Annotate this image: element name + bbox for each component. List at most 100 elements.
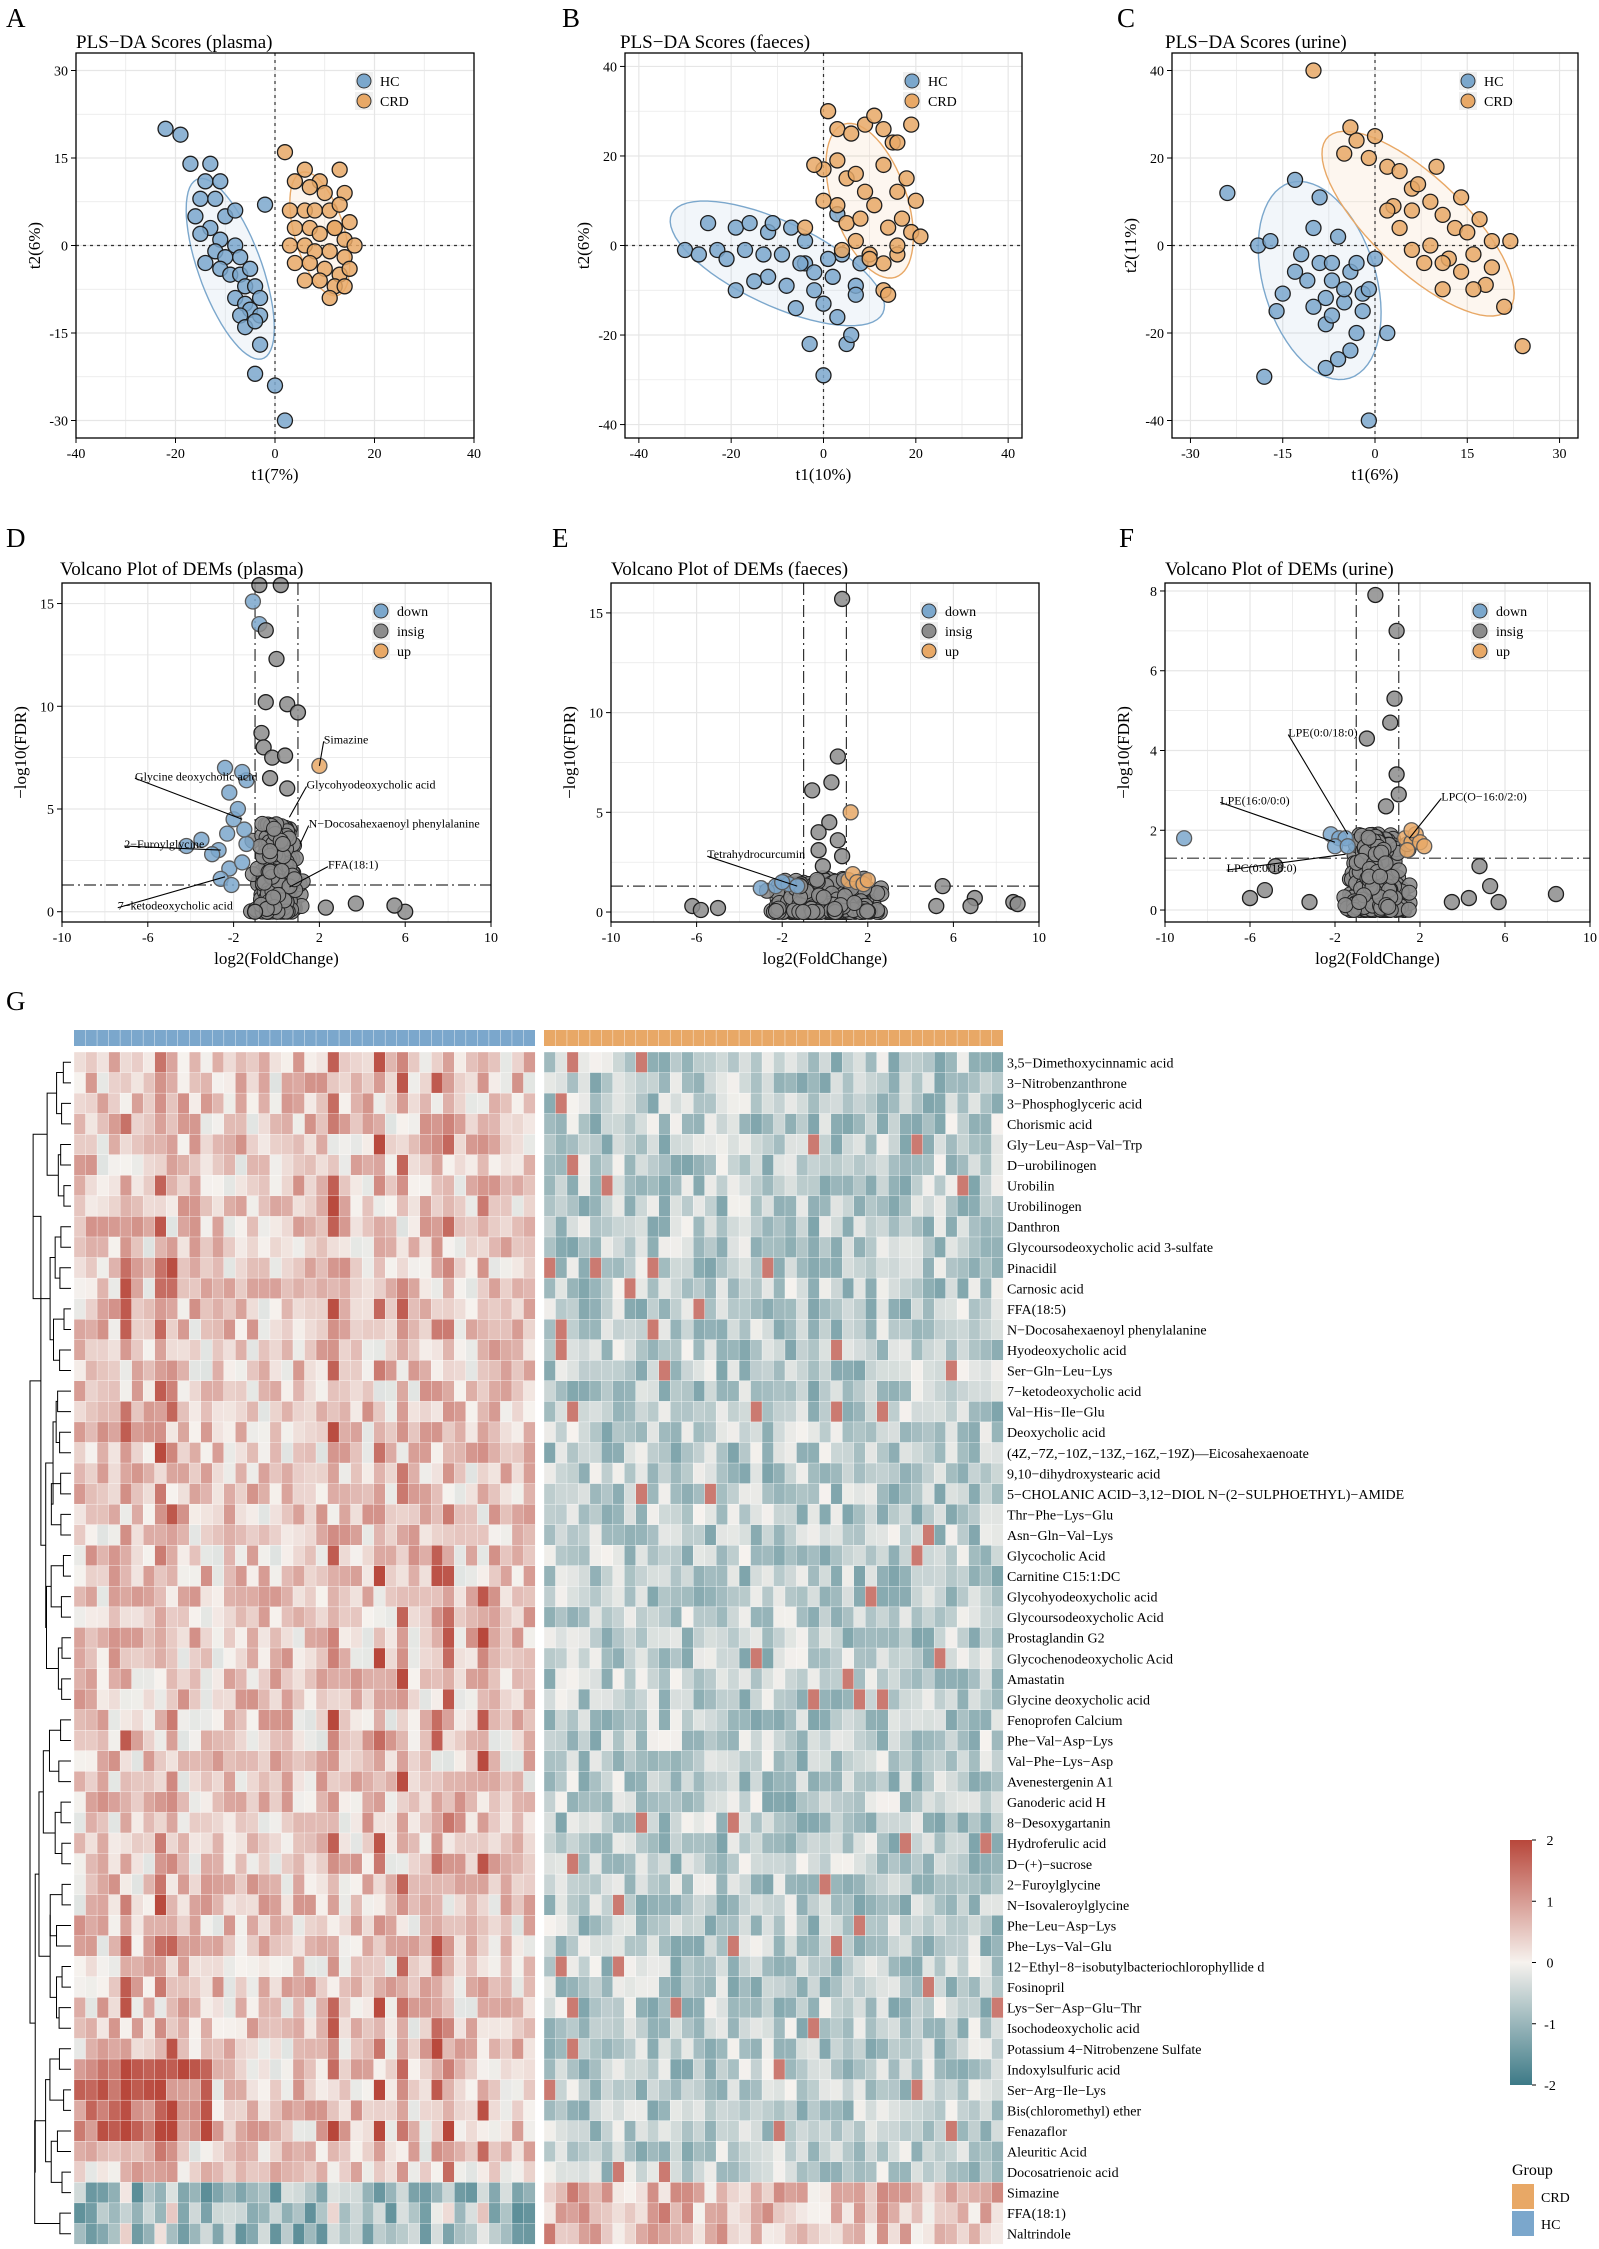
heatmap-cell (784, 1051, 797, 1073)
heatmap-cell (269, 1421, 282, 1443)
heatmap-cell (523, 1483, 536, 1505)
heatmap-cell (865, 1154, 878, 1176)
heatmap-cell (956, 1257, 969, 1279)
heatmap-cell (488, 1318, 501, 1341)
data-point-hc (829, 308, 846, 326)
heatmap-cell (108, 1668, 121, 1690)
heatmap-cell (384, 1257, 398, 1279)
heatmap-cell (578, 1113, 591, 1135)
heatmap-cell (578, 1750, 591, 1772)
heatmap-cell (189, 1154, 202, 1176)
heatmap-cell (681, 1298, 694, 1320)
heatmap-cell (85, 1606, 98, 1628)
annotation-label: LPE(16:0/0:0) (1220, 793, 1289, 807)
heatmap-cell (408, 1175, 421, 1197)
data-point-insig (272, 576, 289, 594)
heatmap-cell (842, 1339, 855, 1361)
heatmap-cell (578, 1298, 591, 1320)
heatmap-cell (979, 1709, 992, 1731)
heatmap-cell (727, 1668, 740, 1690)
heatmap-cell (670, 1236, 683, 1258)
heatmap-cell (292, 1832, 305, 1854)
heatmap-cell (350, 1709, 363, 1731)
heatmap-cell (396, 1606, 409, 1628)
heatmap-cell (968, 1730, 981, 1752)
heatmap-cell (555, 1318, 568, 1341)
heatmap-cell (681, 1606, 694, 1628)
heatmap-cell (384, 1462, 398, 1484)
heatmap-cell (73, 1277, 86, 1299)
x-tick-label: 6 (402, 931, 409, 946)
heatmap-cell (842, 1380, 855, 1402)
heatmap-cell (681, 1462, 694, 1484)
heatmap-cell (796, 1134, 809, 1156)
heatmap-cell (477, 1360, 490, 1382)
heatmap-cell (589, 1832, 602, 1854)
heatmap-cell (773, 1442, 786, 1464)
heatmap-cell (327, 1709, 340, 1731)
heatmap-cell (327, 1483, 340, 1505)
heatmap-cell (200, 1298, 213, 1320)
heatmap-cell (945, 1812, 958, 1834)
heatmap-cell (979, 1257, 992, 1279)
heatmap-cell (601, 1771, 614, 1793)
data-point-down (216, 759, 234, 777)
heatmap-cell (119, 1668, 132, 1690)
heatmap-cell (142, 1277, 156, 1299)
heatmap-cell (968, 1339, 981, 1361)
heatmap-cell (523, 1812, 536, 1834)
heatmap-cell (979, 1503, 992, 1526)
heatmap-cell (968, 1072, 981, 1094)
heatmap-cell (96, 1339, 109, 1361)
heatmap-cell (223, 1195, 236, 1217)
heatmap-cell (704, 1216, 717, 1238)
heatmap-cell (177, 1442, 190, 1464)
heatmap-cell (223, 1298, 236, 1320)
heatmap-cell (408, 1298, 421, 1320)
heatmap-cell (796, 1360, 809, 1382)
heatmap-cell (830, 1524, 843, 1546)
heatmap-cell (922, 1442, 935, 1464)
heatmap-cell (933, 1483, 947, 1505)
heatmap-cell (361, 1277, 375, 1299)
heatmap-cell (635, 1421, 648, 1443)
heatmap-cell (454, 1565, 467, 1587)
heatmap-cell (796, 1421, 809, 1443)
heatmap-cell (419, 1791, 432, 1813)
heatmap-cell (945, 1092, 958, 1115)
heatmap-cell (361, 1298, 375, 1320)
heatmap-cell (968, 1154, 981, 1176)
heatmap-cell (373, 1586, 386, 1608)
heatmap-cell (876, 1195, 889, 1217)
heatmap-cell (807, 1318, 820, 1341)
heatmap-cell (408, 1791, 421, 1813)
heatmap-cell (454, 1257, 467, 1279)
heatmap-cell (131, 1647, 144, 1669)
heatmap-cell (624, 1606, 637, 1628)
heatmap-cell (796, 1483, 809, 1505)
heatmap-cell (258, 1606, 271, 1628)
heatmap-cell (601, 1483, 614, 1505)
heatmap-cell (922, 1421, 935, 1443)
heatmap-cell (73, 1298, 86, 1320)
heatmap-cell (454, 1688, 467, 1711)
heatmap-cell (304, 1586, 317, 1608)
heatmap-cell (750, 1709, 763, 1731)
heatmap-cell (750, 1421, 763, 1443)
heatmap-cell (738, 1318, 751, 1341)
heatmap-cell (601, 1154, 614, 1176)
heatmap-cell (991, 1236, 1004, 1258)
heatmap-cell (750, 1360, 763, 1382)
y-axis-label: −log10(FDR) (560, 706, 579, 799)
heatmap-cell (589, 1668, 602, 1690)
heatmap-cell (658, 1750, 671, 1772)
heatmap-cell (945, 1483, 958, 1505)
heatmap-cell (304, 1216, 317, 1238)
heatmap-cell (911, 1503, 924, 1526)
heatmap-cell (692, 1771, 706, 1793)
heatmap-cell (212, 1134, 225, 1156)
heatmap-cell (235, 1072, 248, 1094)
heatmap-cell (830, 1216, 843, 1238)
data-point-hc (699, 214, 717, 232)
heatmap-cell (142, 1216, 156, 1238)
